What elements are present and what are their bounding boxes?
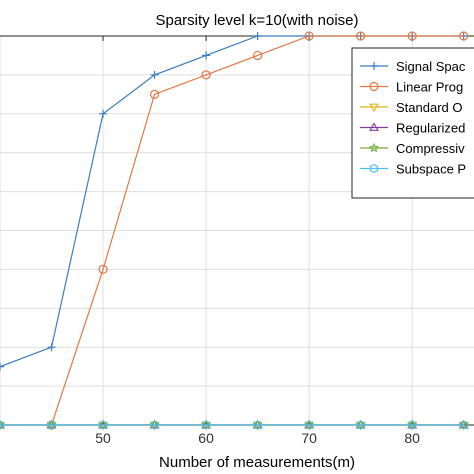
data-point (253, 32, 262, 40)
legend-item: Compressiv (360, 141, 465, 156)
data-point (46, 419, 57, 430)
x-tick-label: 70 (301, 430, 317, 446)
data-point (459, 31, 469, 41)
legend-swatch-marker (369, 103, 379, 113)
data-point (149, 89, 160, 99)
data-point (47, 343, 56, 352)
legend-item: Subspace P (360, 162, 466, 177)
data-point (253, 420, 262, 430)
legend-box (351, 47, 474, 199)
legend-swatch-marker (368, 142, 380, 153)
data-point (97, 419, 109, 430)
legend-label: Regularized (396, 121, 465, 136)
data-point (459, 420, 468, 430)
legend-swatch-marker (369, 163, 379, 174)
data-point (0, 419, 6, 430)
legend-label: Linear Prog (396, 80, 463, 95)
data-point (407, 419, 418, 430)
series-5 (0, 420, 468, 430)
data-point (305, 420, 314, 430)
x-tick-label: 50 (95, 430, 111, 446)
x-axis-label: Number of measurements(m) (159, 454, 355, 471)
data-point (99, 109, 108, 118)
legend-swatch-marker (369, 122, 379, 131)
legend-item: Linear Prog (360, 80, 463, 95)
data-point (253, 50, 263, 61)
series-line (50, 35, 464, 426)
data-point (304, 31, 314, 41)
chart-title: Sparsity level k=10(with noise) (155, 12, 358, 29)
data-point (98, 264, 108, 274)
legend-label: Subspace P (396, 162, 466, 177)
legend-item: Signal Spac (360, 59, 466, 74)
data-point (202, 51, 211, 60)
data-point (356, 420, 365, 430)
legend: Signal Spac Linear Prog Standard O Regulari… (351, 47, 474, 199)
legend-item: Standard O (360, 100, 463, 115)
data-point (150, 420, 159, 430)
legend-item: Regularized (360, 121, 465, 136)
data-point (252, 419, 263, 430)
data-point (200, 419, 212, 430)
data-point (356, 31, 366, 41)
x-tick-label: 80 (404, 430, 420, 446)
data-point (355, 419, 366, 430)
data-point (149, 419, 160, 430)
data-point (0, 362, 4, 371)
legend-label: Compressiv (396, 141, 465, 156)
data-point (201, 70, 211, 80)
data-point (303, 419, 315, 430)
data-point (150, 70, 159, 79)
legend-swatch-marker (370, 62, 378, 70)
data-point (99, 420, 108, 430)
data-point (47, 420, 56, 430)
data-point (408, 420, 417, 430)
data-point (458, 419, 469, 430)
data-point (202, 420, 211, 430)
legend-swatch-marker (369, 81, 379, 92)
series-layer (0, 31, 469, 431)
x-tick-label: 60 (198, 430, 214, 446)
data-point (0, 420, 5, 430)
legend-label: Standard O (396, 100, 463, 115)
data-point (407, 31, 417, 41)
x-ticks: 50 60 70 80 (95, 36, 420, 446)
legend-label: Signal Spac (396, 59, 466, 74)
series-1 (46, 31, 469, 430)
